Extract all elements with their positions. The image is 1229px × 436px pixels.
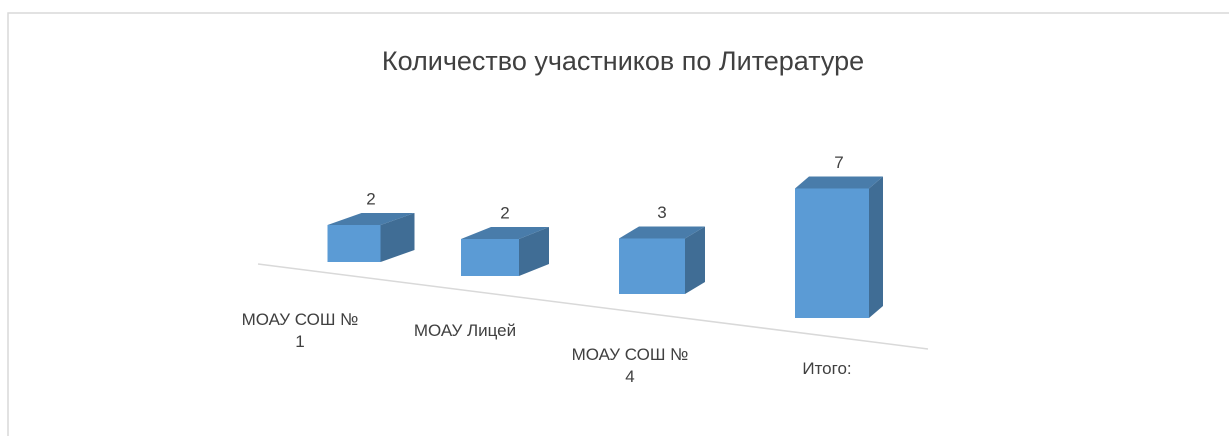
data-label: 3 [657,203,666,222]
bar [619,226,705,294]
chart-title: Количество участников по Литературе [382,46,864,76]
x-tick-label: МОАУ СОШ № 1 [241,310,359,351]
bar-front [619,238,685,294]
x-tick-label: МОАУ Лицей [413,321,517,340]
data-label: 7 [834,153,843,172]
bar-side [519,227,549,276]
bar-side [685,226,705,294]
floor-line [257,263,929,350]
bar [461,227,549,276]
bar-front [461,239,519,276]
bar [795,176,883,318]
bar-top [619,226,705,239]
bar-front [327,225,381,262]
bar-top [461,227,549,239]
bar-top [795,176,883,189]
bar-side [380,213,415,262]
bar-front [795,188,869,318]
x-tick-label: Итого: [802,359,852,378]
x-tick-label: МОАУ СОШ № 4 [571,345,689,386]
chart-border [7,12,1229,436]
data-label: 2 [500,203,509,222]
bar-top [327,213,415,225]
data-label: 2 [366,189,375,208]
bar [327,213,415,262]
bar-side [869,176,883,318]
